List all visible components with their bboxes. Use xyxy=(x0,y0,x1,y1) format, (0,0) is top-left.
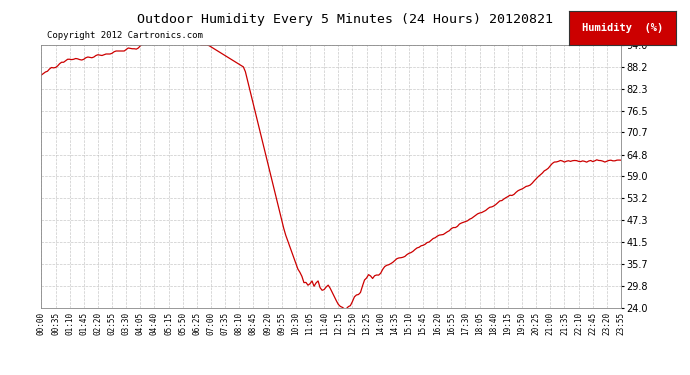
Text: Humidity  (%): Humidity (%) xyxy=(582,23,663,33)
Text: Outdoor Humidity Every 5 Minutes (24 Hours) 20120821: Outdoor Humidity Every 5 Minutes (24 Hou… xyxy=(137,13,553,26)
Text: Copyright 2012 Cartronics.com: Copyright 2012 Cartronics.com xyxy=(47,31,203,40)
